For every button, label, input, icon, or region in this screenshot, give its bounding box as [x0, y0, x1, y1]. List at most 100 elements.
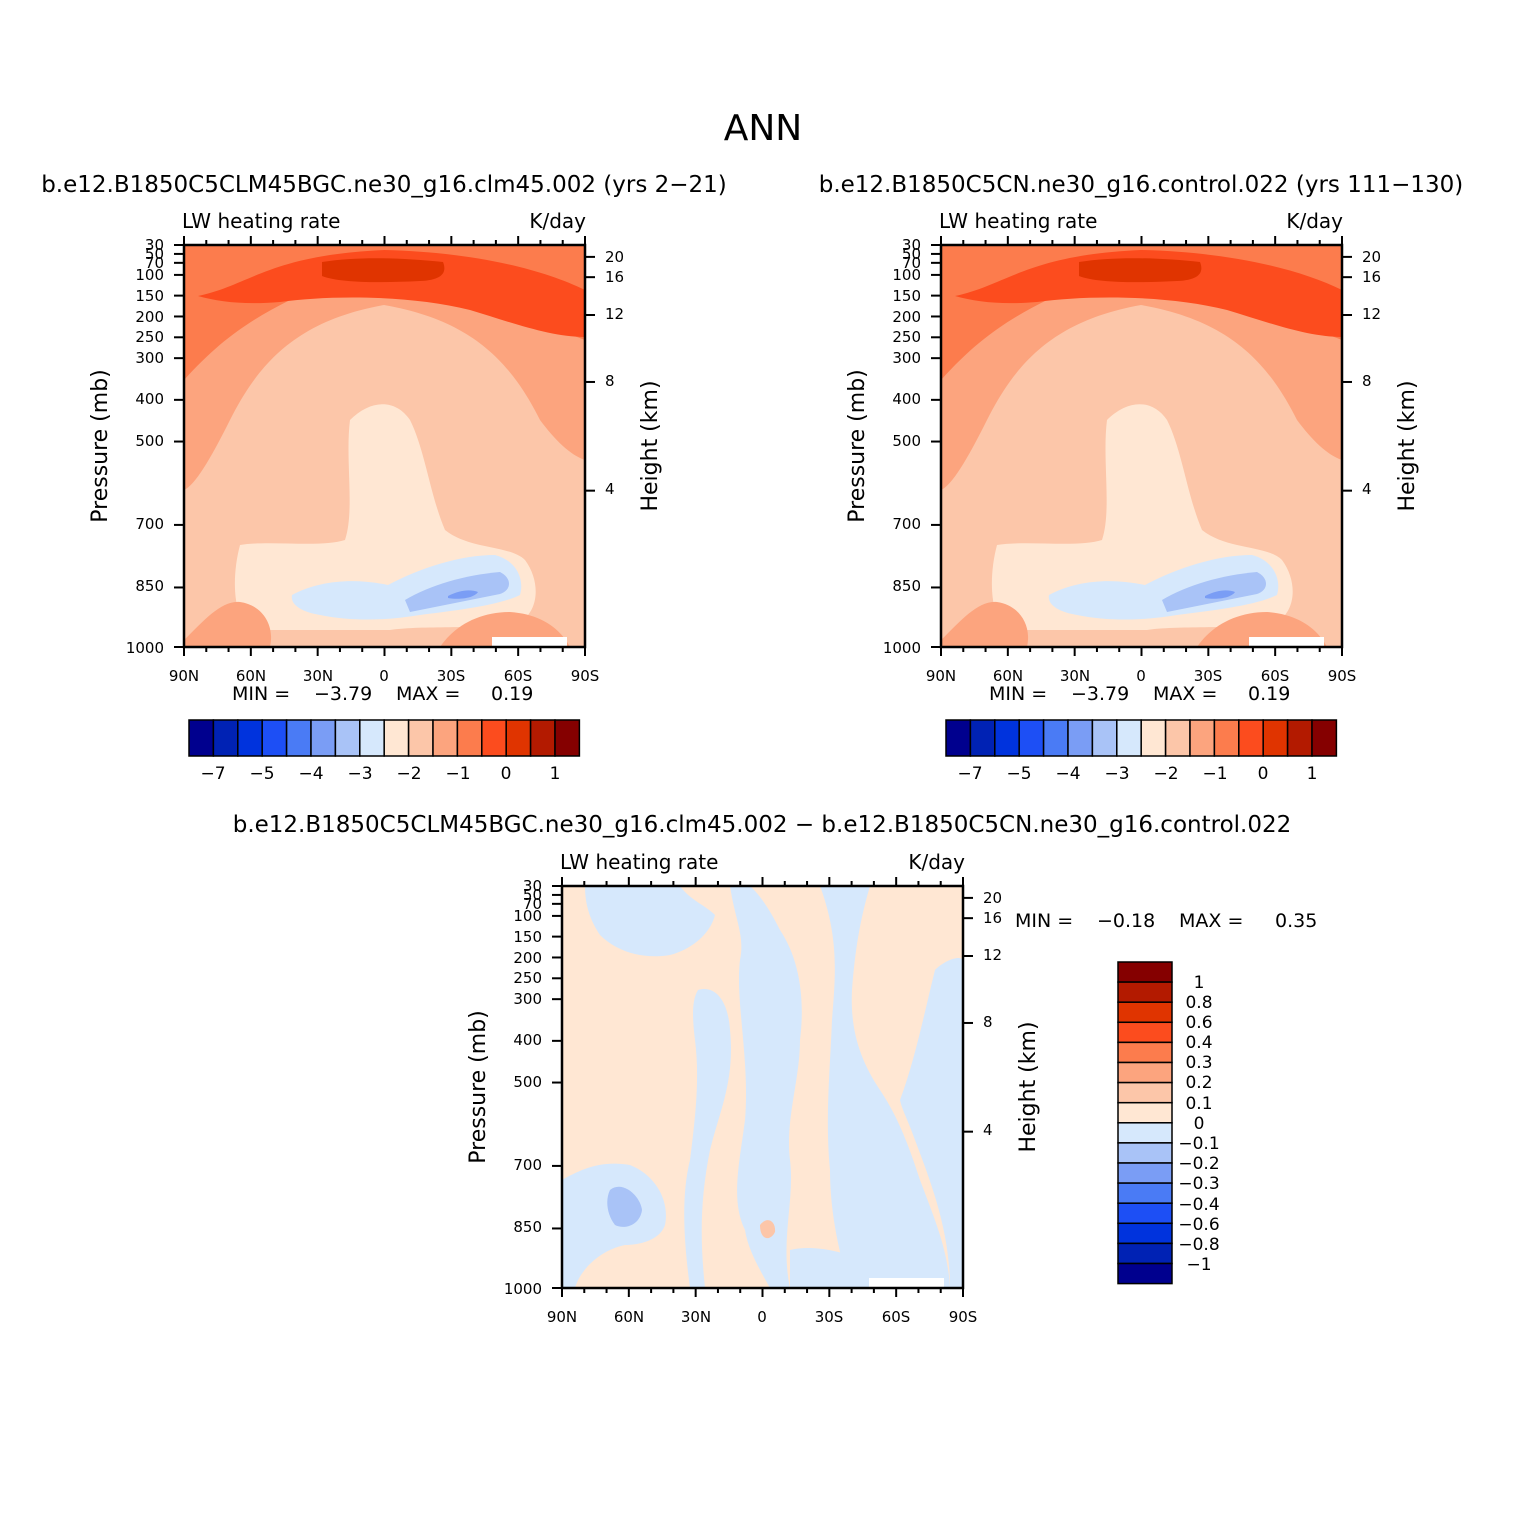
colorbar-boxes — [945, 719, 1338, 757]
contour-negative-1 — [291, 555, 522, 620]
max-value: 0.35 — [1275, 910, 1317, 932]
colorbar-box — [383, 719, 410, 757]
y-tick-label: 100 — [892, 266, 921, 284]
y-tick-label: 150 — [135, 287, 164, 305]
y-axis-right-label: Height (km) — [638, 380, 663, 511]
colorbar-box — [1189, 719, 1216, 757]
y-axis-label: Pressure (mb) — [466, 1010, 491, 1164]
colorbar-label: 1 — [550, 764, 561, 784]
y-axis-right-label: Height (km) — [1395, 380, 1420, 511]
negative-region-surface — [790, 1248, 862, 1288]
left-string: LW heating rate — [560, 850, 718, 874]
colorbar: −7 −5 −4 −3 −2 −1 0 1 — [188, 719, 581, 784]
max-label: MAX = — [396, 683, 460, 705]
y-tick-label: 700 — [892, 515, 921, 533]
y-right-tick-label: 8 — [605, 372, 615, 390]
panel-title: b.e12.B1850C5CLM45BGC.ne30_g16.clm45.002… — [41, 172, 727, 198]
min-label: MIN = — [232, 683, 290, 705]
colorbar-label: 0.3 — [1185, 1053, 1212, 1073]
y-axis-left: 30 50 70 100 150 200 250 300 400 500 700… — [126, 236, 164, 657]
y-tick-label: 850 — [513, 1218, 542, 1236]
missing-data-strip — [869, 1278, 944, 1288]
colorbar-label: 0.4 — [1185, 1033, 1212, 1053]
min-value: −0.18 — [1097, 910, 1155, 932]
x-tick-label: 90S — [949, 1308, 978, 1326]
colorbar-box — [1117, 1122, 1173, 1144]
y-tick-label: 500 — [892, 432, 921, 450]
colorbar-box — [1262, 719, 1289, 757]
colorbar-box — [456, 719, 483, 757]
min-value: −3.79 — [1071, 683, 1129, 705]
contour-field — [562, 886, 963, 1288]
y-right-tick-label: 4 — [605, 480, 615, 498]
colorbar-box — [1117, 1001, 1173, 1024]
colorbar-box — [334, 719, 361, 757]
x-tick-label: 60S — [882, 1308, 911, 1326]
colorbar-label: −0.8 — [1178, 1235, 1219, 1255]
panel-title: b.e12.B1850C5CN.ne30_g16.control.022 (yr… — [819, 172, 1464, 198]
y-tick-label: 70 — [523, 895, 542, 913]
y-right-tick-label: 8 — [1362, 372, 1372, 390]
colorbar-box — [1042, 719, 1069, 757]
y-right-tick-label: 16 — [983, 909, 1002, 927]
y-tick-label: 400 — [513, 1031, 542, 1049]
x-tick-label: 30S — [437, 667, 466, 685]
min-label: MIN = — [989, 683, 1047, 705]
y-tick-label: 200 — [135, 308, 164, 326]
x-tick-label: 90N — [547, 1308, 577, 1326]
colorbar-box — [1117, 1202, 1173, 1225]
y-axis-left: 30 50 70 100 150 200 250 300 400 500 700… — [883, 236, 921, 657]
colorbar-label: −1 — [445, 764, 470, 784]
colorbar-label: −7 — [200, 764, 225, 784]
colorbar-box — [1311, 719, 1338, 757]
colorbar-label: −0.1 — [1178, 1134, 1219, 1154]
y-axis-right-label: Height (km) — [1016, 1021, 1041, 1152]
colorbar-label: 0.8 — [1185, 993, 1212, 1013]
x-tick-label: 60S — [504, 667, 533, 685]
y-tick-label: 50 — [523, 886, 542, 904]
x-tick-label: 30N — [303, 667, 333, 685]
colorbar-box — [188, 719, 215, 757]
stats: MIN = −0.18 MAX = 0.35 — [1015, 910, 1317, 932]
colorbar-box — [1164, 719, 1191, 757]
y-right-tick-label: 12 — [605, 305, 624, 323]
colorbar-box — [1117, 1101, 1173, 1124]
y-tick-label: 300 — [135, 349, 164, 367]
missing-data-strip — [492, 637, 567, 647]
y-tick-label: 850 — [892, 577, 921, 595]
x-tick-label: 60S — [1261, 667, 1290, 685]
x-tick-label: 0 — [757, 1308, 767, 1326]
stats: MIN = −3.79 MAX = 0.19 — [989, 683, 1290, 705]
colorbar-box — [1117, 1081, 1173, 1104]
negative-region-nh-low — [562, 1163, 666, 1288]
y-right-tick-label: 4 — [983, 1121, 993, 1139]
colorbar-box — [1117, 1182, 1173, 1204]
colorbar-box — [432, 719, 459, 757]
left-string: LW heating rate — [182, 209, 340, 233]
right-string: K/day — [529, 209, 586, 233]
colorbar-label: −5 — [1006, 764, 1031, 784]
y-tick-label: 300 — [513, 990, 542, 1008]
negative-region-nh-upper — [585, 886, 715, 957]
x-tick-label: 90S — [571, 667, 600, 685]
contour-negative-3 — [1205, 590, 1235, 599]
colorbar-label: −0.3 — [1178, 1174, 1219, 1194]
y-axis-label: Pressure (mb) — [88, 369, 113, 523]
colorbar-label: −1 — [1202, 764, 1227, 784]
contour-core — [1079, 258, 1202, 283]
colorbar-box — [237, 719, 263, 757]
y-tick-label: 400 — [892, 390, 921, 408]
x-tick-label: 30S — [1194, 667, 1223, 685]
y-tick-label: 30 — [902, 236, 921, 254]
negative-region-sh-pole — [900, 958, 963, 1288]
y-tick-label: 150 — [513, 928, 542, 946]
colorbar-label: −5 — [249, 764, 274, 784]
contour-upper-strong — [955, 250, 1342, 337]
y-tick-label: 70 — [145, 254, 164, 272]
y-tick-label: 700 — [513, 1156, 542, 1174]
colorbar-box — [1117, 1262, 1173, 1285]
y-tick-label: 250 — [892, 328, 921, 346]
colorbar-box — [261, 719, 288, 757]
negative-region-tropics — [730, 886, 802, 1288]
colorbar-label: −3 — [1104, 764, 1129, 784]
